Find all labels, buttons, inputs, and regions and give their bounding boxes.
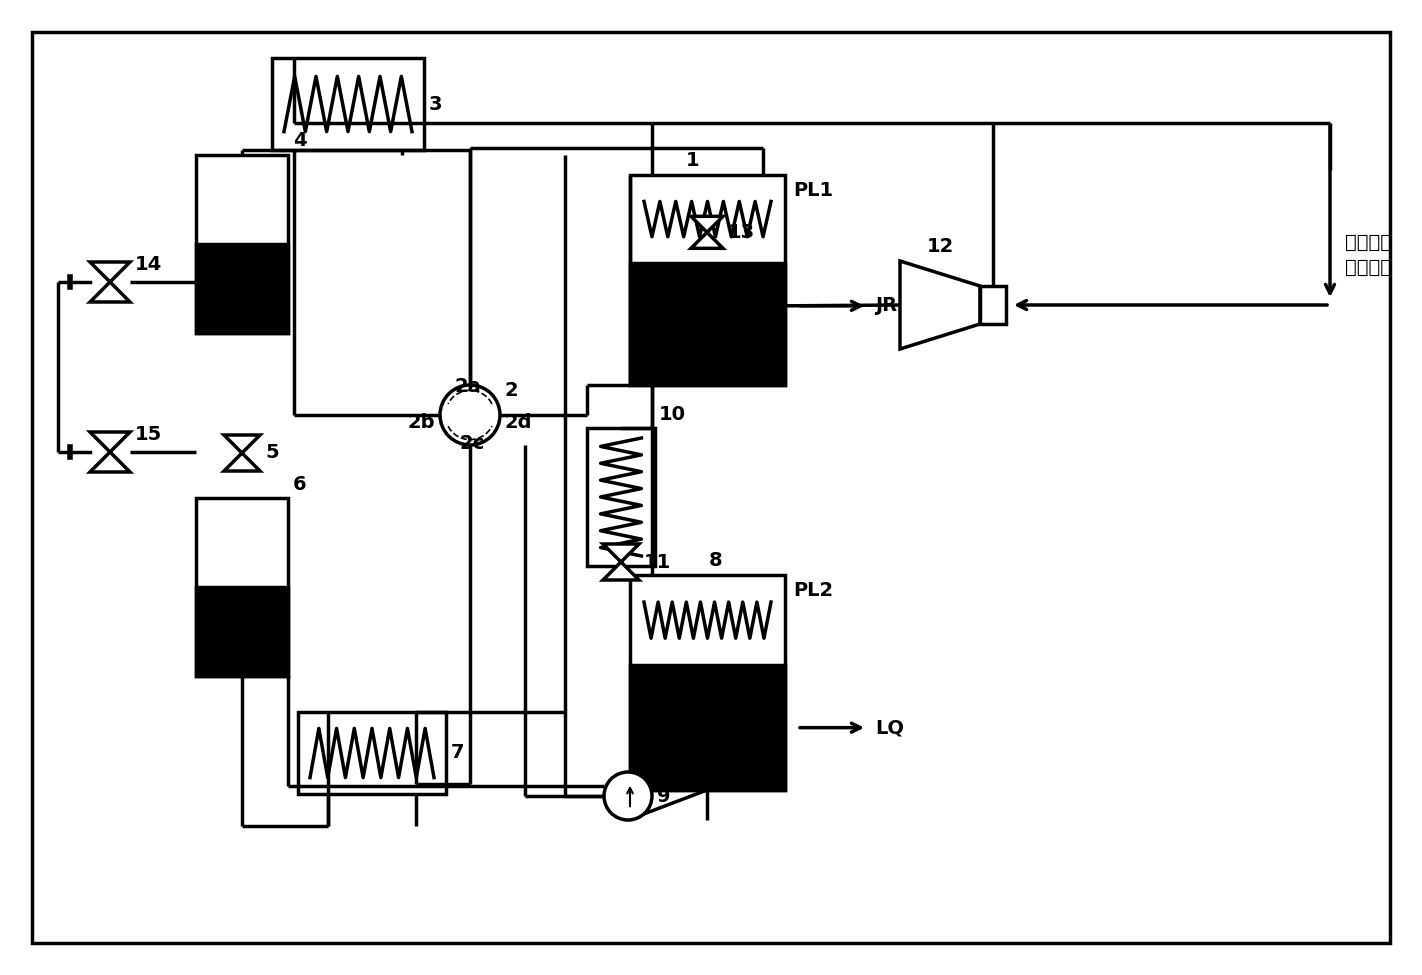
Circle shape — [439, 385, 501, 445]
Text: 5: 5 — [264, 444, 279, 462]
Polygon shape — [900, 261, 980, 349]
Text: 14: 14 — [135, 254, 162, 274]
Circle shape — [604, 772, 653, 820]
Bar — [630, 665, 785, 790]
Bar — [299, 712, 447, 794]
Text: LQ: LQ — [875, 719, 904, 737]
Text: 2a: 2a — [455, 377, 482, 396]
Text: 3: 3 — [429, 95, 442, 113]
Bar — [196, 498, 289, 676]
Bar — [196, 587, 289, 676]
Polygon shape — [691, 216, 722, 232]
Text: 2d: 2d — [503, 413, 532, 433]
Bar — [630, 575, 785, 790]
Polygon shape — [90, 262, 129, 282]
Text: 2c: 2c — [459, 434, 485, 453]
Text: 8: 8 — [710, 552, 722, 570]
Polygon shape — [603, 544, 638, 562]
Text: PL1: PL1 — [793, 181, 833, 201]
Text: 7: 7 — [451, 744, 465, 762]
Text: 15: 15 — [135, 424, 162, 444]
Text: 6: 6 — [293, 475, 307, 493]
Bar — [272, 58, 424, 150]
Bar — [587, 428, 656, 566]
Text: 驱动热源
高压蒸汽: 驱动热源 高压蒸汽 — [1345, 233, 1392, 277]
Text: JR: JR — [875, 296, 897, 315]
Text: 10: 10 — [658, 405, 685, 423]
Text: 11: 11 — [644, 553, 671, 571]
Bar — [630, 175, 785, 385]
Text: PL2: PL2 — [793, 581, 833, 601]
Bar — [630, 263, 785, 385]
Bar — [196, 155, 289, 333]
Polygon shape — [90, 282, 129, 302]
Text: 13: 13 — [728, 223, 755, 242]
Text: 9: 9 — [657, 787, 671, 805]
Polygon shape — [90, 452, 129, 472]
Polygon shape — [225, 435, 260, 453]
Polygon shape — [691, 232, 722, 249]
Bar — [196, 244, 289, 333]
Polygon shape — [90, 432, 129, 452]
Text: 2: 2 — [505, 380, 519, 400]
Bar — [980, 286, 1005, 324]
Text: 1: 1 — [685, 151, 700, 171]
Text: 4: 4 — [293, 132, 307, 150]
Text: 12: 12 — [926, 237, 954, 255]
Polygon shape — [603, 562, 638, 580]
Text: 2b: 2b — [408, 413, 435, 433]
Polygon shape — [225, 453, 260, 471]
